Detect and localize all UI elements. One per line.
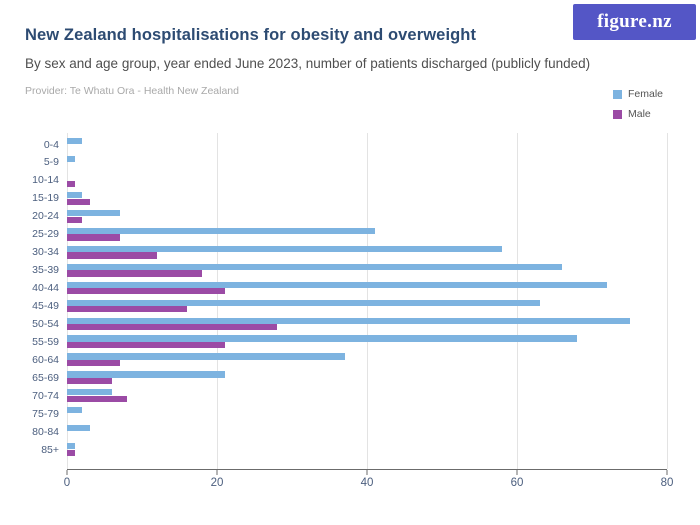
female-bar-60-64[interactable] [67,353,345,360]
male-bar-55-59[interactable] [67,342,225,349]
male-bar-15-19[interactable] [67,198,90,205]
female-bar-35-39[interactable] [67,263,562,270]
age-group-label-80-84: 80-84 [32,425,59,438]
age-group-label-40-44: 40-44 [32,282,59,295]
male-bar-60-64[interactable] [67,360,120,367]
female-bar-55-59[interactable] [67,335,577,342]
legend-label: Male [628,108,651,120]
age-group-label-75-79: 75-79 [32,407,59,420]
male-bar-70-74[interactable] [67,396,127,403]
legend-swatch-female [613,89,622,99]
x-tickmark-0 [66,470,68,475]
legend-item-male[interactable]: Male [613,109,663,119]
age-group-label-35-39: 35-39 [32,264,59,277]
age-group-label-70-74: 70-74 [32,389,59,402]
x-tickmark-40 [366,470,368,475]
female-bar-45-49[interactable] [67,299,540,306]
gridline-80 [667,133,668,469]
age-group-label-10-14: 10-14 [32,174,59,187]
age-group-label-25-29: 25-29 [32,228,59,241]
male-bar-85+[interactable] [67,449,75,457]
legend-swatch-male [613,109,622,119]
age-group-label-5-9: 5-9 [43,156,59,169]
age-group-label-60-64: 60-64 [32,353,59,366]
male-bar-35-39[interactable] [67,270,202,277]
female-bar-15-19[interactable] [67,191,82,199]
chart-subtitle: By sex and age group, year ended June 20… [25,56,591,71]
age-group-label-30-34: 30-34 [32,246,59,259]
x-tickmark-20 [216,470,218,475]
figure-nz-logo-text: figure.nz [597,11,672,32]
male-bar-25-29[interactable] [67,234,120,241]
male-bar-40-44[interactable] [67,288,225,295]
female-bar-50-54[interactable] [67,317,630,324]
female-bar-30-34[interactable] [67,245,502,252]
female-bar-40-44[interactable] [67,281,607,288]
male-bar-30-34[interactable] [67,252,157,259]
chart-legend: Female Male [613,89,663,129]
age-group-label-65-69: 65-69 [32,371,59,384]
male-bar-50-54[interactable] [67,324,277,331]
age-group-label-55-59: 55-59 [32,335,59,348]
male-bar-45-49[interactable] [67,306,187,313]
plot-area [67,133,668,470]
legend-label: Female [628,88,664,100]
page-title: New Zealand hospitalisations for obesity… [25,26,477,44]
female-bar-0-4[interactable] [67,138,82,145]
x-ticklabel-20: 20 [210,477,224,489]
age-group-label-0-4: 0-4 [43,138,59,151]
female-bar-65-69[interactable] [67,371,225,378]
age-group-label-15-19: 15-19 [32,192,59,205]
female-bar-80-84[interactable] [67,425,90,432]
x-ticklabel-80: 80 [660,477,674,489]
figure-nz-logo[interactable]: figure.nz [573,4,696,40]
age-group-label-45-49: 45-49 [32,300,59,313]
provider-credit: Provider: Te Whatu Ora - Health New Zeal… [25,85,239,97]
x-tickmark-60 [516,470,518,475]
legend-item-female[interactable]: Female [613,89,663,99]
x-axis: 0 20 40 60 80 [63,470,673,496]
age-group-label-85+: 85+ [41,443,59,456]
x-ticklabel-60: 60 [510,477,524,489]
female-bar-25-29[interactable] [67,227,375,234]
male-bar-20-24[interactable] [67,216,82,223]
female-bar-75-79[interactable] [67,407,82,414]
female-bar-5-9[interactable] [67,155,75,163]
female-bar-85+[interactable] [67,443,75,450]
male-bar-65-69[interactable] [67,378,112,385]
y-axis-labels: 0-4 5-9 10-14 15-19 20-24 25-29 30-34 35-39 40-4… [0,133,59,469]
age-group-label-20-24: 20-24 [32,210,59,223]
female-bar-20-24[interactable] [67,209,120,216]
x-ticklabel-40: 40 [360,477,374,489]
x-tickmark-80 [666,470,668,475]
female-bar-70-74[interactable] [67,389,112,396]
age-group-label-50-54: 50-54 [32,318,59,330]
male-bar-10-14[interactable] [67,180,75,187]
x-ticklabel-0: 0 [63,477,71,489]
